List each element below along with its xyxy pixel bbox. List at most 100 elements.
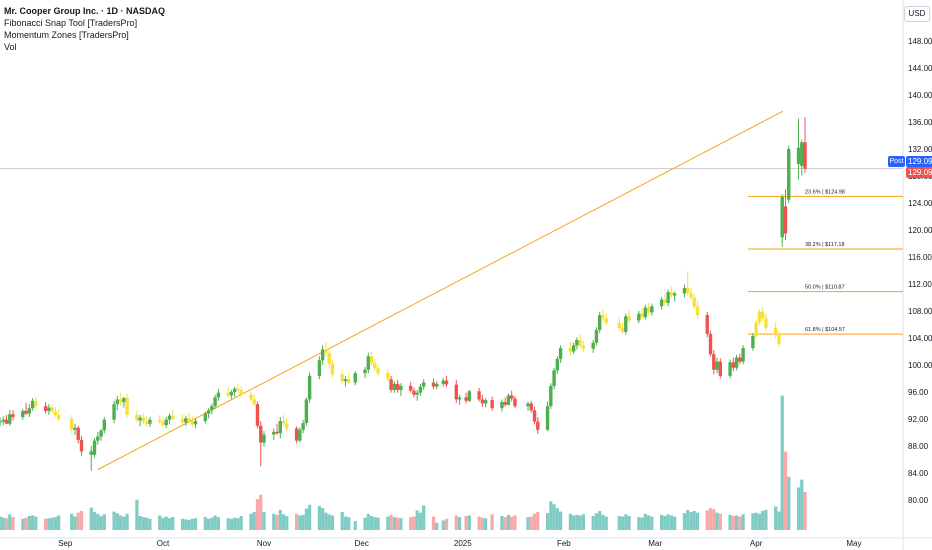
volume-bar <box>347 517 351 530</box>
volume-bar <box>259 494 263 530</box>
candle-body <box>392 383 397 390</box>
candle <box>672 291 677 302</box>
volume-bar <box>187 519 191 530</box>
volume-bar <box>418 512 423 530</box>
candle <box>757 308 762 326</box>
candle <box>412 387 416 398</box>
volume-bar <box>731 516 735 530</box>
fib-level-label: 23.6% | $124.98 <box>805 189 845 195</box>
candle <box>457 394 462 405</box>
candle <box>363 367 367 378</box>
candle <box>210 403 214 415</box>
candle-body <box>731 362 736 368</box>
price-tick-label: 112.00 <box>908 280 932 289</box>
volume-bar <box>705 510 709 530</box>
candle <box>780 194 784 247</box>
candle-body <box>73 427 77 430</box>
candle-body <box>510 395 514 399</box>
volume-bar <box>171 517 175 530</box>
volume-bar <box>568 513 572 530</box>
candle-body <box>800 142 804 166</box>
volume-bar <box>640 517 644 530</box>
volume-bar <box>728 514 732 530</box>
candle-body <box>158 419 162 422</box>
volume-bar <box>536 512 540 530</box>
candle-body <box>640 313 644 318</box>
candle-body <box>545 406 550 430</box>
candle <box>135 410 139 423</box>
candle <box>751 333 755 351</box>
candle-body <box>138 417 142 421</box>
price-tick-label: 116.00 <box>908 253 932 262</box>
volume-bar <box>343 516 348 530</box>
candle-body <box>646 307 651 313</box>
volume-bar <box>8 514 12 530</box>
volume-bar <box>363 517 367 530</box>
candle <box>738 353 742 365</box>
candle-body <box>184 418 188 423</box>
volume-bar <box>457 517 462 530</box>
candle-body <box>102 419 106 431</box>
indicator-fibonacci-label[interactable]: Fibonacci Snap Tool [TradersPro] <box>4 18 138 28</box>
volume-bar <box>24 517 28 530</box>
volume-bar <box>624 514 628 530</box>
volume-bar <box>741 514 745 530</box>
candle-body <box>24 410 28 414</box>
volume-bar <box>480 517 484 530</box>
candle-body <box>112 404 116 420</box>
candle-body <box>578 340 582 346</box>
candle <box>604 313 608 326</box>
post-market-tag: Post <box>888 156 905 167</box>
volume-bar <box>285 516 289 530</box>
volume-bar <box>21 518 25 530</box>
candle-body <box>343 379 348 382</box>
currency-button[interactable]: USD <box>904 6 930 22</box>
candle <box>718 358 722 379</box>
volume-bar <box>193 518 198 530</box>
candle <box>99 429 103 441</box>
candle <box>190 416 194 427</box>
candle <box>598 311 602 334</box>
candle <box>441 377 445 387</box>
candle <box>226 387 230 399</box>
volume-bar <box>317 505 322 530</box>
symbol-title[interactable]: Mr. Cooper Group Inc. · 1D · NASDAQ <box>4 6 166 16</box>
candle-body <box>783 206 788 234</box>
candle <box>343 376 348 387</box>
volume-bar <box>301 514 305 530</box>
volume-bar <box>340 512 344 530</box>
volume-bar <box>558 511 563 530</box>
candle-body <box>712 354 716 370</box>
candle <box>112 400 116 424</box>
candle <box>30 398 35 411</box>
candle-body <box>275 431 279 434</box>
volume-bar <box>396 517 400 530</box>
candle <box>510 390 514 402</box>
price-tick-label: 120.00 <box>908 226 932 235</box>
indicator-volume-label[interactable]: Vol <box>4 42 17 52</box>
volume-bar <box>734 515 739 530</box>
candle-body <box>751 335 755 349</box>
volume-bar <box>376 517 380 530</box>
candle <box>777 331 781 347</box>
candle <box>50 404 54 413</box>
volume-bar <box>490 514 494 530</box>
candle <box>24 402 28 415</box>
candle-body <box>320 349 325 361</box>
candle <box>158 414 162 425</box>
price-tick-label: 144.00 <box>908 64 932 73</box>
volume-bar <box>275 514 279 530</box>
candle <box>643 304 648 320</box>
volume-bar <box>281 514 286 530</box>
candle-body <box>754 322 758 336</box>
indicator-momentum-label[interactable]: Momentum Zones [TradersPro] <box>4 30 129 40</box>
candle-body <box>594 329 599 343</box>
candle <box>422 379 426 390</box>
volume-bar <box>392 517 396 530</box>
candle <box>239 386 243 398</box>
candle <box>34 396 38 409</box>
candle-body <box>135 414 139 421</box>
volume-bar <box>532 513 537 530</box>
volume-bar <box>796 487 801 530</box>
